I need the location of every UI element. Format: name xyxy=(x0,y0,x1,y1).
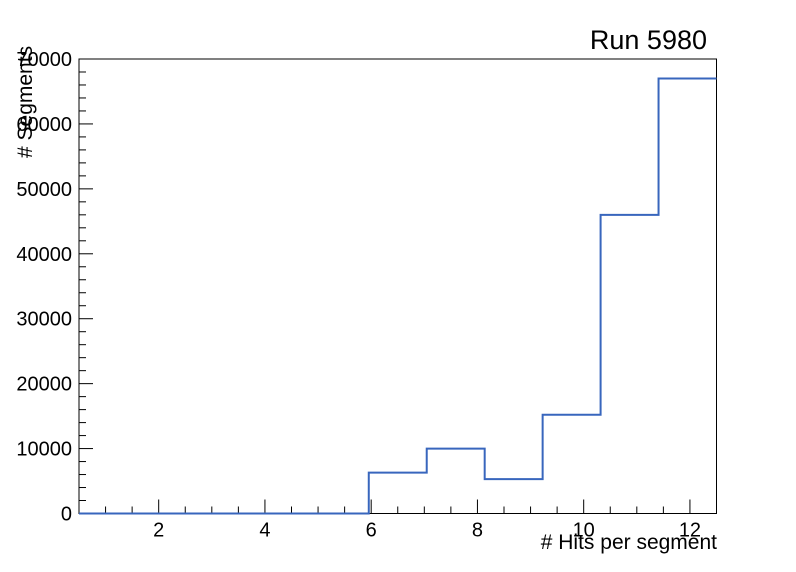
y-tick-label: 10000 xyxy=(16,439,72,461)
y-tick-label: 40000 xyxy=(16,244,72,266)
x-tick-label: 12 xyxy=(679,520,701,542)
y-tick-label: 50000 xyxy=(16,179,72,201)
y-tick-label: 60000 xyxy=(16,114,72,136)
y-tick-label: 30000 xyxy=(16,309,72,331)
x-tick-label: 8 xyxy=(472,520,483,542)
y-tick-label: 70000 xyxy=(16,49,72,71)
x-tick-label: 4 xyxy=(259,520,270,542)
x-tick-label: 10 xyxy=(573,520,595,542)
y-tick-label: 20000 xyxy=(16,374,72,396)
y-tick-label: 0 xyxy=(61,504,72,526)
x-tick-label: 2 xyxy=(153,520,164,542)
plot-frame xyxy=(78,58,717,514)
plot-title: Run 5980 xyxy=(589,25,707,55)
y-axis-title: # Segments xyxy=(14,45,37,158)
x-tick-label: 6 xyxy=(366,520,377,542)
histogram-line xyxy=(79,77,717,515)
x-axis-title: # Hits per segment xyxy=(540,531,717,554)
